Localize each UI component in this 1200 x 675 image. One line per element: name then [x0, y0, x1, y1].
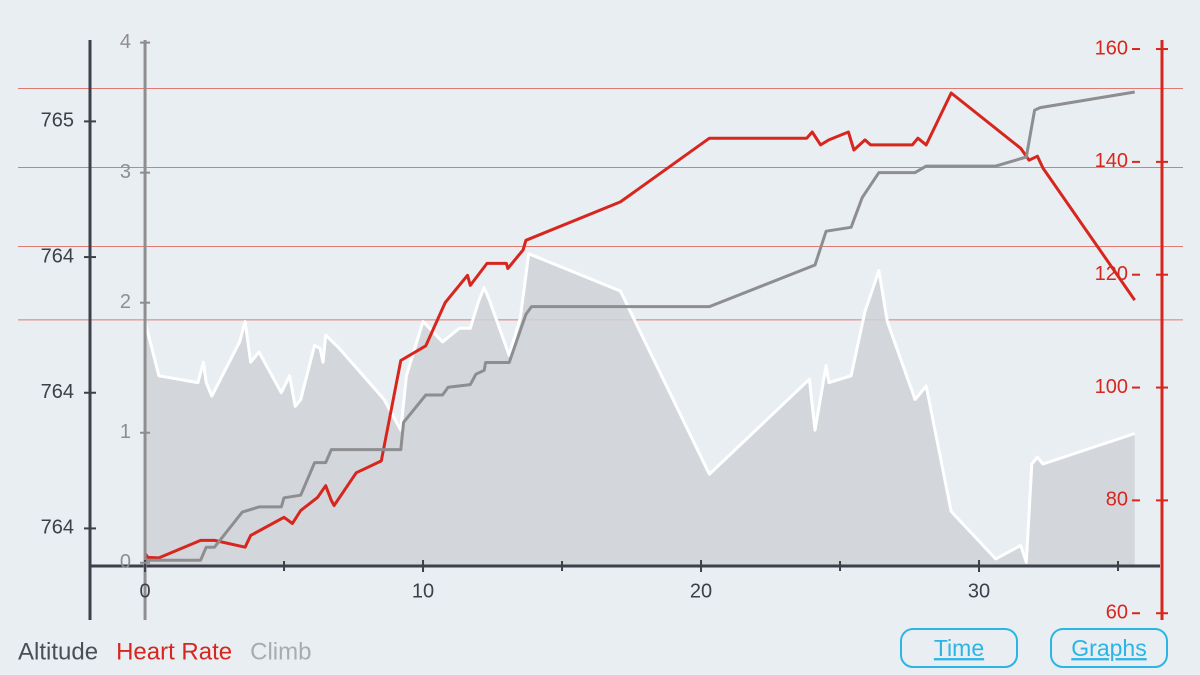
y2-tick-label: 100 [1095, 376, 1128, 398]
y2-tick-label: 160 [1095, 37, 1128, 59]
x-tick-label: 30 [968, 580, 990, 602]
y-tick-label: 765 [41, 110, 74, 132]
y3-tick-label: 2 [120, 291, 131, 313]
legend-entry: Climb [250, 638, 311, 665]
y-tick-label: 764 [41, 381, 74, 403]
button-frame [900, 628, 1018, 668]
series-line [143, 252, 1136, 564]
y3-tick-label: 3 [120, 161, 131, 183]
button-frame [1050, 628, 1168, 668]
series-line [145, 90, 1135, 562]
y2-tick-label: 60 [1106, 602, 1128, 624]
plot: 0 10 20 30 765 764 764 764 0 1 2 3 4 60 80 100 120 140 160 [18, 31, 1183, 624]
legend-entry: Altitude [18, 638, 98, 665]
series-line [143, 91, 1136, 560]
y2-tick-label: 140 [1095, 150, 1128, 172]
y2-tick-label: 80 [1106, 489, 1128, 511]
y3-tick-label: 4 [120, 31, 131, 53]
button-label[interactable]: Time [934, 635, 984, 661]
area [145, 253, 1135, 566]
time-button[interactable]: Time [900, 628, 1018, 668]
x-tick-label: 0 [139, 580, 150, 602]
graphs-button[interactable]: Graphs [1050, 628, 1168, 668]
y-tick-label: 764 [41, 517, 74, 539]
y3-tick-label: 0 [120, 551, 131, 573]
button-label[interactable]: Graphs [1071, 635, 1146, 661]
x-tick-label: 10 [412, 580, 434, 602]
y2-tick-label: 120 [1095, 263, 1128, 285]
x-tick-label: 20 [690, 580, 712, 602]
y-tick-label: 764 [41, 245, 74, 267]
y3-tick-label: 1 [120, 421, 131, 443]
legend-entry: Heart Rate [116, 638, 232, 665]
